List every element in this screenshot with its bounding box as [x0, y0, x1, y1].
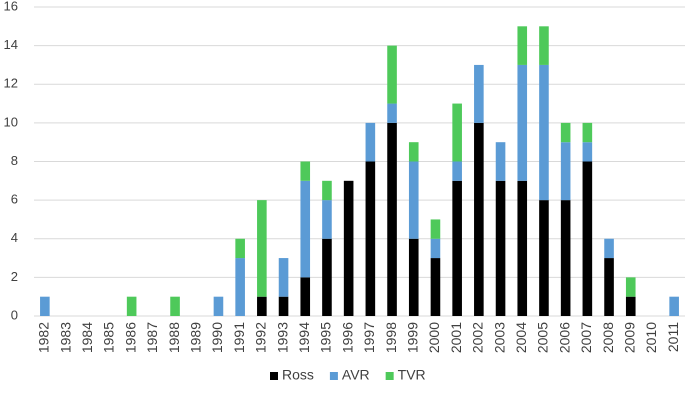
- bar-segment: [322, 200, 332, 239]
- legend-swatch: [385, 372, 394, 380]
- bar-segment: [560, 200, 571, 316]
- bar-segment: [322, 238, 332, 316]
- bar-segment: [300, 180, 311, 278]
- x-tick-label: 1990: [209, 322, 225, 353]
- bar-segment: [560, 142, 571, 201]
- bar-segment: [495, 180, 506, 316]
- bar-segment: [278, 258, 289, 297]
- bar-segment: [408, 161, 419, 239]
- bar-segment: [517, 26, 528, 65]
- bar-segment: [452, 180, 462, 316]
- x-tick-label: 1985: [101, 322, 117, 353]
- y-tick-label: 12: [4, 76, 18, 91]
- bar-segment: [387, 122, 397, 316]
- x-tick-label: 2010: [643, 322, 659, 353]
- bar-segment: [257, 200, 267, 297]
- y-tick-label: 2: [11, 269, 18, 284]
- bar-segment: [40, 296, 50, 316]
- bar-segment: [604, 238, 614, 259]
- bar-segment: [408, 238, 419, 316]
- bar-segment: [669, 296, 679, 316]
- bar-segment: [257, 296, 267, 316]
- bar-segment: [430, 258, 441, 316]
- bar-segment: [517, 64, 528, 181]
- bar-segment: [474, 122, 484, 316]
- bar-segment: [539, 200, 549, 316]
- bar-segment: [300, 161, 311, 181]
- bar-segment: [539, 64, 549, 201]
- x-tick-label: 1994: [296, 322, 312, 353]
- legend-swatch: [270, 372, 278, 380]
- x-tick-label: 1993: [274, 322, 290, 353]
- x-tick-label: 1984: [79, 322, 95, 353]
- bar-segment: [582, 122, 593, 143]
- x-tick-label: 1996: [339, 322, 355, 353]
- bar-segment: [365, 161, 376, 316]
- x-tick-label: 1986: [122, 322, 138, 353]
- bar-segment: [387, 103, 397, 123]
- y-tick-label: 8: [11, 153, 18, 168]
- x-tick-label: 2000: [426, 322, 442, 353]
- x-tick-label: 2006: [556, 322, 572, 353]
- legend-label: Ross: [282, 367, 314, 383]
- y-tick-label: 16: [4, 0, 18, 13]
- bar-segment: [213, 296, 224, 316]
- x-tick-label: 1991: [231, 322, 247, 353]
- legend-label: TVR: [398, 367, 426, 383]
- bar-segment: [452, 161, 462, 181]
- x-tick-label: 2009: [621, 322, 637, 353]
- x-tick-label: 1995: [318, 322, 334, 353]
- x-tick-label: 2005: [535, 322, 551, 353]
- bar-segment: [343, 180, 354, 316]
- y-tick-label: 10: [4, 114, 18, 129]
- y-tick-label: 0: [11, 307, 18, 322]
- x-tick-label: 1999: [404, 322, 420, 353]
- x-tick-label: 1992: [253, 322, 269, 353]
- bar-segment: [430, 238, 441, 259]
- bar-segment: [300, 277, 311, 316]
- x-tick-label: 1998: [383, 322, 399, 353]
- bar-segment: [430, 219, 441, 239]
- x-tick-label: 1982: [36, 322, 52, 353]
- x-tick-label: 2008: [600, 322, 616, 353]
- bar-segment: [517, 180, 528, 316]
- legend-label: AVR: [342, 367, 370, 383]
- bar-segment: [126, 296, 137, 316]
- bar-segment: [495, 142, 506, 181]
- x-tick-label: 2011: [665, 322, 681, 352]
- bar-segment: [170, 296, 180, 316]
- x-tick-label: 2002: [470, 322, 486, 353]
- bar-segment: [235, 238, 245, 259]
- x-tick-label: 1983: [57, 322, 73, 353]
- bar-segment: [235, 258, 245, 316]
- y-tick-label: 4: [11, 230, 18, 245]
- x-tick-label: 2007: [578, 322, 594, 353]
- y-tick-label: 14: [4, 37, 18, 52]
- bar-segment: [582, 161, 593, 316]
- bar-segment: [582, 142, 593, 162]
- bar-segment: [560, 122, 571, 143]
- legend-swatch: [329, 372, 338, 380]
- x-tick-label: 2003: [491, 322, 507, 353]
- bar-segment: [387, 45, 397, 104]
- bar-segment: [625, 277, 636, 297]
- x-tick-label: 1997: [361, 322, 377, 353]
- x-tick-label: 2001: [448, 322, 464, 353]
- x-tick-label: 1988: [166, 322, 182, 353]
- bar-segment: [408, 142, 419, 162]
- y-tick-label: 6: [11, 192, 18, 207]
- x-tick-label: 1989: [187, 322, 203, 353]
- bar-segment: [278, 296, 289, 316]
- x-tick-label: 2004: [513, 322, 529, 353]
- bar-segment: [604, 258, 614, 316]
- bar-segment: [452, 103, 462, 162]
- bar-segment: [474, 64, 484, 123]
- x-tick-label: 1987: [144, 322, 160, 353]
- bar-segment: [625, 296, 636, 316]
- bar-segment: [365, 122, 376, 162]
- bar-segment: [539, 26, 549, 65]
- bar-segment: [322, 180, 332, 201]
